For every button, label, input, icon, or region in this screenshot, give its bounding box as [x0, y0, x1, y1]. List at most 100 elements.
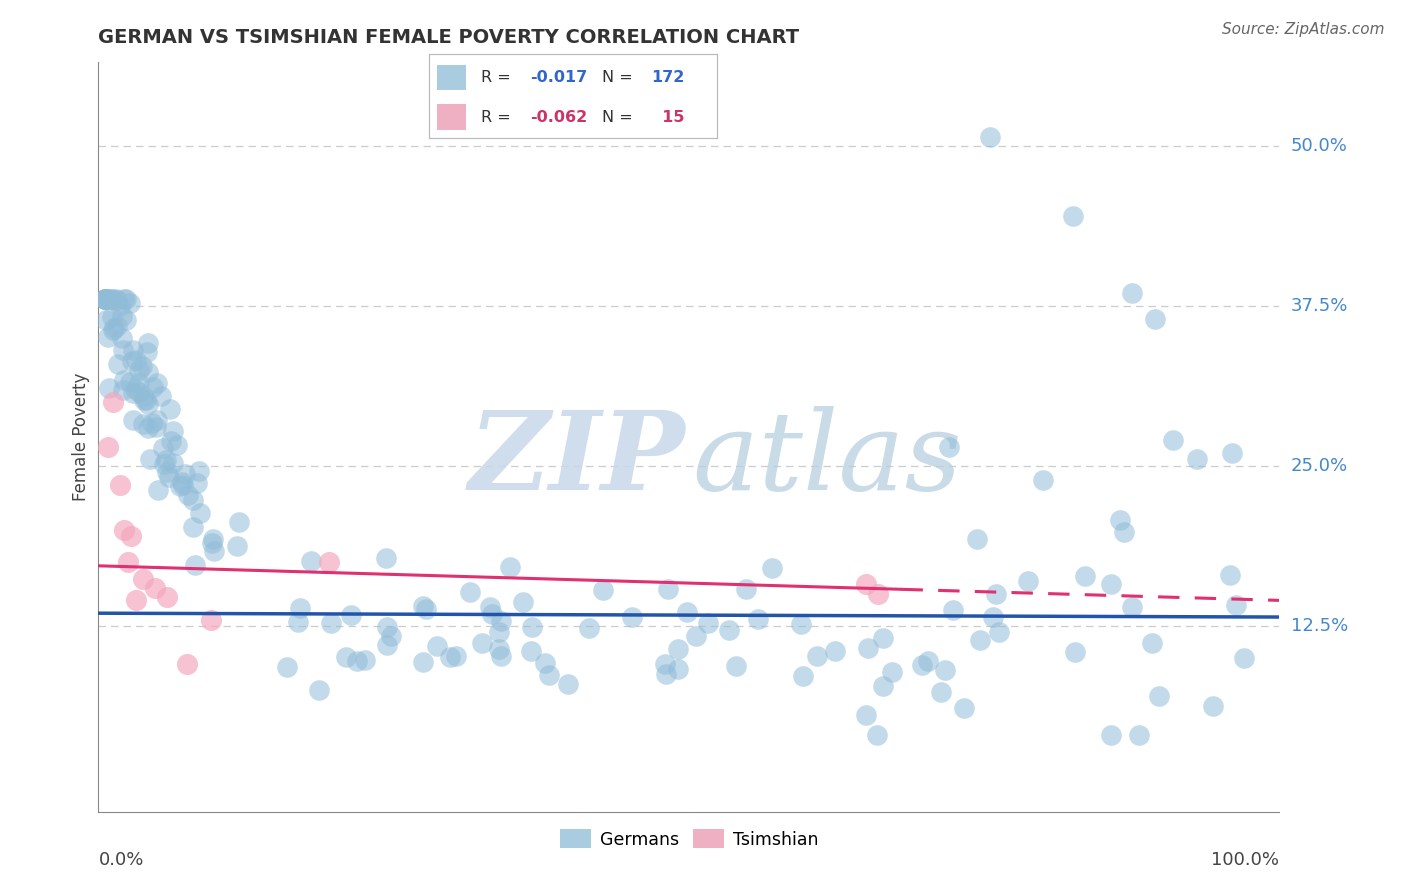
Point [380, 629, 402, 643]
Point [439, 649, 461, 664]
Point [122, 343, 145, 357]
Point [141, 417, 163, 431]
Point [111, 309, 134, 323]
Point [148, 483, 170, 498]
Text: 12.5%: 12.5% [1291, 617, 1348, 635]
Point [105, 319, 128, 334]
Point [111, 331, 134, 345]
Point [200, 613, 222, 627]
Point [917, 654, 939, 668]
Point [97, 440, 120, 454]
Point [299, 553, 322, 567]
Text: 37.5%: 37.5% [1291, 297, 1348, 315]
Point [354, 653, 377, 667]
Point [412, 655, 434, 669]
Point [426, 639, 449, 653]
Point [181, 520, 204, 534]
Point [319, 615, 342, 630]
Point [96, 293, 118, 307]
Point [499, 560, 522, 574]
Point [377, 620, 399, 634]
Point [159, 434, 181, 449]
Point [128, 385, 150, 400]
Text: ZIP: ZIP [468, 406, 685, 513]
Point [184, 558, 207, 573]
Point [94, 293, 117, 307]
Point [655, 666, 678, 681]
Text: GERMAN VS TSIMSHIAN FEMALE POVERTY CORRELATION CHART: GERMAN VS TSIMSHIAN FEMALE POVERTY CORRE… [98, 28, 800, 47]
Point [872, 631, 894, 645]
Point [1017, 574, 1039, 588]
Point [668, 662, 690, 676]
Point [346, 654, 368, 668]
Point [132, 389, 155, 403]
Point [112, 523, 135, 537]
Point [880, 665, 903, 680]
Point [136, 397, 159, 411]
Point [128, 363, 150, 377]
Point [1220, 446, 1243, 460]
Text: R =: R = [481, 110, 516, 125]
Text: -0.062: -0.062 [530, 110, 586, 125]
Point [987, 624, 1010, 639]
Point [792, 668, 814, 682]
Point [412, 599, 434, 614]
Point [117, 555, 139, 569]
Text: 100.0%: 100.0% [1212, 851, 1279, 869]
Point [866, 728, 889, 742]
Point [666, 642, 689, 657]
Point [1233, 651, 1256, 665]
Point [724, 658, 747, 673]
Point [155, 453, 177, 467]
Point [172, 478, 194, 492]
Point [112, 343, 135, 358]
Point [187, 465, 209, 479]
Point [979, 129, 1001, 144]
Point [93, 293, 115, 307]
Point [1121, 285, 1143, 300]
Text: 15: 15 [651, 110, 685, 125]
Point [824, 644, 846, 658]
Point [94, 293, 117, 307]
Point [103, 321, 125, 335]
Point [489, 614, 512, 628]
Text: atlas: atlas [693, 406, 962, 513]
Point [132, 572, 155, 586]
Point [121, 413, 143, 427]
Point [910, 657, 932, 672]
Point [97, 381, 120, 395]
FancyBboxPatch shape [437, 64, 467, 90]
Point [654, 657, 676, 672]
Point [136, 335, 159, 350]
Text: Source: ZipAtlas.com: Source: ZipAtlas.com [1222, 22, 1385, 37]
Point [120, 375, 142, 389]
Point [981, 610, 1004, 624]
Point [685, 629, 707, 643]
Point [276, 659, 298, 673]
Point [100, 293, 122, 307]
Point [101, 293, 124, 307]
Point [478, 600, 501, 615]
Point [1062, 209, 1084, 223]
Point [101, 395, 124, 409]
Point [697, 615, 720, 630]
Point [1074, 569, 1097, 583]
Point [159, 402, 181, 417]
Point [1032, 473, 1054, 487]
Point [143, 581, 166, 595]
Point [1112, 524, 1135, 539]
Point [145, 420, 167, 434]
Point [103, 323, 125, 337]
Point [169, 479, 191, 493]
Point [128, 376, 150, 391]
Point [806, 648, 828, 663]
FancyBboxPatch shape [437, 104, 467, 130]
Point [173, 467, 195, 481]
Point [318, 555, 340, 569]
Point [1185, 452, 1208, 467]
Point [375, 638, 398, 652]
Point [152, 458, 174, 472]
Point [855, 576, 877, 591]
Point [108, 478, 131, 492]
Point [97, 330, 120, 344]
